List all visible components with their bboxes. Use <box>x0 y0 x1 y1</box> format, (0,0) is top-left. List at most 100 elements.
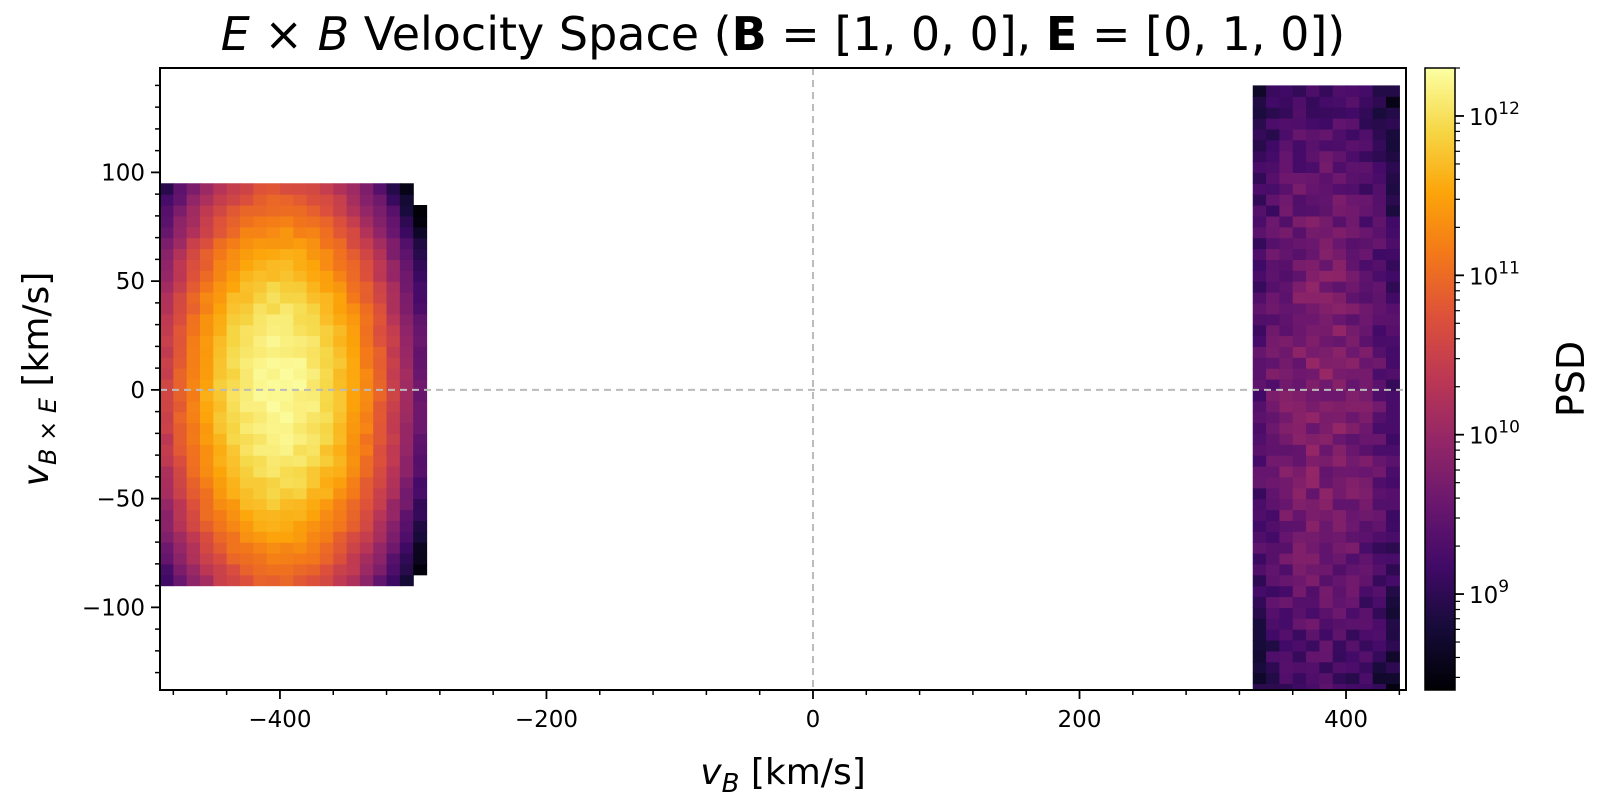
heatmap-cell-601 <box>373 476 388 489</box>
heatmap-cell-554 <box>346 183 361 195</box>
heatmap-cell-791 <box>1252 96 1267 108</box>
heatmap-cell-817 <box>1266 422 1280 434</box>
heatmap-cell-288 <box>253 259 268 271</box>
heatmap-cell-218 <box>226 215 241 228</box>
heatmap-cell-1270 <box>1372 368 1387 380</box>
heatmap-cell-44 <box>173 498 188 511</box>
heatmap-cell-1034 <box>1319 498 1334 511</box>
heatmap-cell-852 <box>1279 650 1294 663</box>
heatmap-cell-17 <box>160 389 174 402</box>
heatmap-cell-568 <box>359 433 374 445</box>
y-label-var: v <box>16 464 57 486</box>
heatmap-cell-49 <box>173 444 188 456</box>
heatmap-cell-331 <box>266 194 281 206</box>
reference-lines <box>160 68 1406 690</box>
heatmap-cell-856 <box>1279 607 1294 619</box>
y-tick-label: 0 <box>130 378 145 404</box>
heatmap-cell-309 <box>266 433 281 445</box>
heatmap-cell-452 <box>319 487 334 500</box>
heatmap-cell-1157 <box>1346 379 1360 391</box>
heatmap-cell-399 <box>293 259 308 271</box>
heatmap-cell-1175 <box>1346 183 1360 195</box>
heatmap-cell-37 <box>173 574 188 587</box>
heatmap-cell-118 <box>199 498 214 511</box>
heatmap-cell-27 <box>160 281 174 293</box>
heatmap-cell-607 <box>373 411 388 424</box>
heatmap-cell-726 <box>413 313 428 326</box>
heatmap-cell-518 <box>346 574 361 587</box>
heatmap-cell-775 <box>1252 270 1267 282</box>
heatmap-cell-140 <box>199 259 214 271</box>
heatmap-cell-635 <box>386 509 401 521</box>
heatmap-cell-571 <box>359 400 374 413</box>
heatmap-cell-113 <box>199 552 214 565</box>
heatmap-cell-369 <box>279 183 294 195</box>
heatmap-cell-170 <box>213 335 228 347</box>
heatmap-cell-640 <box>386 455 401 467</box>
heatmap-cell-800 <box>1266 607 1280 619</box>
heatmap-cell-937 <box>1292 335 1307 347</box>
heatmap-cell-315 <box>266 368 281 380</box>
heatmap-cell-811 <box>1266 487 1280 500</box>
heatmap-cell-1075 <box>1332 661 1347 674</box>
heatmap-cell-611 <box>373 368 388 380</box>
heatmap-cell-634 <box>386 520 401 532</box>
heatmap-cell-100 <box>186 292 201 304</box>
heatmap-cell-454 <box>319 465 334 478</box>
heatmap-cell-612 <box>373 357 388 369</box>
heatmap-cell-322 <box>266 292 281 304</box>
heatmap-cell-1036 <box>1319 476 1334 489</box>
heatmap-cell-692 <box>399 292 414 304</box>
heatmap-cell-1174 <box>1346 194 1360 206</box>
heatmap-cell-526 <box>346 487 361 500</box>
x-tick-label: −400 <box>248 707 311 733</box>
heatmap-cell-55 <box>173 379 188 391</box>
heatmap-cell-1117 <box>1332 205 1347 217</box>
heatmap-cell-263 <box>253 531 268 543</box>
heatmap-cell-928 <box>1292 433 1307 445</box>
heatmap-cell-485 <box>333 531 348 543</box>
heatmap-cell-1319 <box>1386 444 1400 456</box>
heatmap-cell-1181 <box>1346 118 1360 130</box>
heatmap-cell-1143 <box>1346 531 1360 543</box>
heatmap-cell-790 <box>1252 107 1267 119</box>
heatmap-cell-333 <box>279 574 294 587</box>
heatmap-cell-1300 <box>1386 650 1400 663</box>
heatmap-cell-801 <box>1266 596 1280 608</box>
heatmap-cell-219 <box>226 205 241 217</box>
heatmap-cell-894 <box>1279 194 1294 206</box>
heatmap-cell-347 <box>279 422 294 434</box>
heatmap-cell-669 <box>399 542 414 554</box>
heatmap-cell-147 <box>199 183 214 195</box>
heatmap-cell-307 <box>266 455 281 467</box>
heatmap-cell-1044 <box>1319 389 1334 402</box>
heatmap-cell-1348 <box>1386 128 1400 141</box>
heatmap-cell-338 <box>279 520 294 532</box>
heatmap-cell-1128 <box>1332 85 1347 97</box>
heatmap-cell-163 <box>213 411 228 424</box>
heatmap-cell-1210 <box>1359 411 1374 424</box>
heatmap-cell-469 <box>319 302 334 315</box>
heatmap-cell-76 <box>186 552 201 565</box>
heatmap-cell-920 <box>1292 520 1307 532</box>
heatmap-cell-1189 <box>1359 639 1374 652</box>
heatmap-cell-591 <box>359 183 374 195</box>
heatmap-cell-1347 <box>1386 139 1400 152</box>
heatmap-cell-829 <box>1266 292 1280 304</box>
heatmap-cell-910 <box>1292 629 1307 641</box>
x-tick-label: 200 <box>1058 707 1102 733</box>
heatmap-cell-258 <box>239 183 254 195</box>
heatmap-cell-871 <box>1279 444 1294 456</box>
colorbar-tick-label: 1010 <box>1469 418 1520 450</box>
heatmap-cell-160 <box>213 444 228 456</box>
heatmap-cell-629 <box>386 574 401 587</box>
heatmap-cell-1150 <box>1346 455 1360 467</box>
heatmap-cell-1212 <box>1359 389 1374 402</box>
heatmap-cell-379 <box>293 476 308 489</box>
heatmap-cell-652 <box>386 324 401 337</box>
heatmap-cell-1158 <box>1346 368 1360 380</box>
heatmap-cell-86 <box>186 444 201 456</box>
heatmap-cell-926 <box>1292 455 1307 467</box>
heatmap-cell-916 <box>1292 563 1307 576</box>
heatmap-cell-1339 <box>1386 226 1400 239</box>
